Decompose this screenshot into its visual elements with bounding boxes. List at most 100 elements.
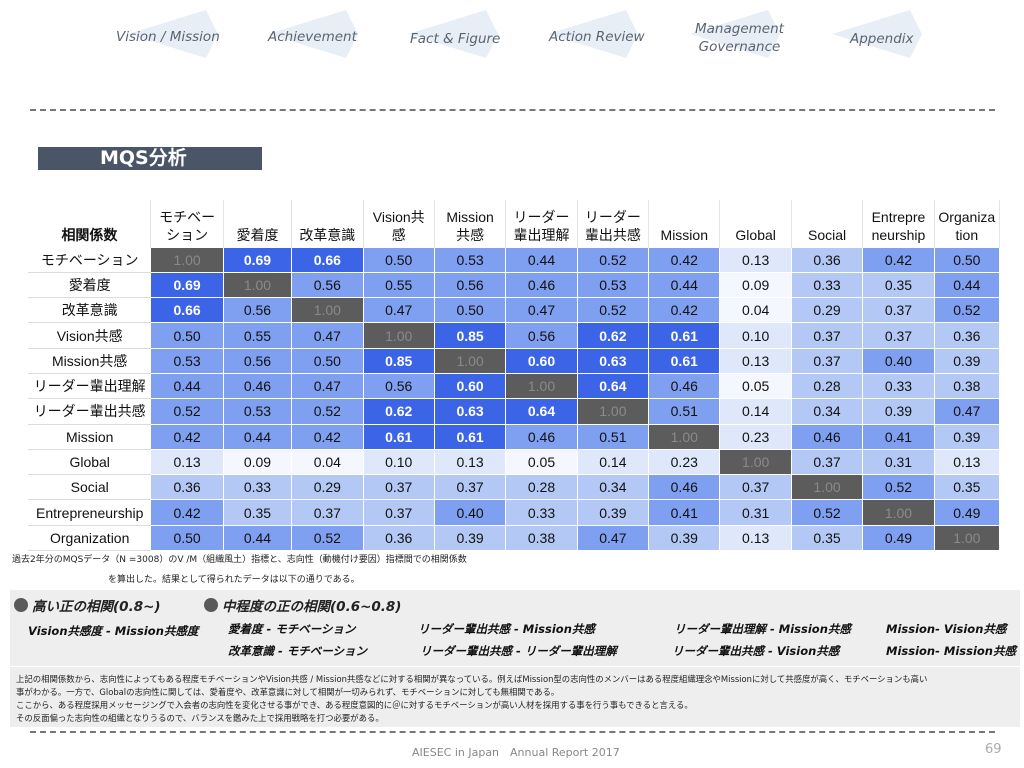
matrix-cell: 0.47 <box>291 372 364 400</box>
legend-pair: 改革意識 - モチベーション <box>228 644 368 658</box>
matrix-row-header: モチベーション <box>27 246 152 273</box>
nav-item-fact-figure[interactable]: Fact & Figure <box>410 31 501 47</box>
matrix-column-header: Entrepre neurship <box>862 200 935 247</box>
matrix-cell: 0.66 <box>150 297 224 324</box>
matrix-cell: 1.00 <box>362 322 435 349</box>
table-row: Mission共感 0.53 0.56 0.50 0.85 1.00 0.60 0.63 0.6… <box>27 347 1001 374</box>
nav-item-management-governance[interactable]: Management Governance <box>695 20 784 56</box>
legend-pair: リーダー輩出理解 - Mission共感 <box>674 622 851 636</box>
legend-pair: リーダー輩出共感 - リーダー輩出理解 <box>420 644 617 658</box>
matrix-cell: 0.60 <box>433 372 507 400</box>
matrix-column-header: 改革意識 <box>291 200 364 247</box>
matrix-cell: 0.23 <box>648 448 721 476</box>
table-row: Global 0.13 0.09 0.04 0.10 0.13 0.05 0.14 0.23 1.… <box>27 448 1001 476</box>
nav-item-appendix[interactable]: Appendix <box>850 31 914 47</box>
matrix-cell: 0.34 <box>576 474 650 501</box>
table-row: Vision共感 0.50 0.55 0.47 1.00 0.85 0.56 0.62 0.61… <box>27 322 1001 349</box>
matrix-cell: 0.69 <box>150 271 224 299</box>
matrix-cell: 0.05 <box>719 372 792 400</box>
matrix-cell: 0.04 <box>291 448 364 476</box>
nav-arrow-6-icon <box>832 10 922 58</box>
matrix-body: モチベーション 1.00 0.69 0.66 0.50 0.53 0.44 0.52 0.42 0… <box>27 246 1001 552</box>
method-note-line1: 過去2年分のMQSデータ（N =3008）のV /M（組織風土）指標と、志向性（… <box>12 555 467 565</box>
matrix-cell: 0.44 <box>222 524 293 552</box>
matrix-cell: 0.46 <box>648 474 721 501</box>
matrix-cell: 0.51 <box>576 423 650 450</box>
matrix-cell: 0.35 <box>933 474 1001 501</box>
matrix-cell: 0.37 <box>790 322 864 349</box>
nav-item-management-governance-label: Management Governance <box>695 21 784 55</box>
matrix-header: 相関係数 モチベー ション 愛着度 改革意識 Vision共 感 Mission 共感 リー… <box>28 200 1001 247</box>
explanation-line: その反面偏った志向性の組織となりうるので、バランスを鑑みた上で採用戦略を打つ必要… <box>16 713 384 723</box>
matrix-cell: 0.40 <box>862 347 935 374</box>
matrix-cell: 0.61 <box>433 423 507 450</box>
matrix-cell: 0.56 <box>291 271 364 299</box>
bullet-icon <box>14 598 28 612</box>
matrix-cell: 0.50 <box>291 347 364 374</box>
matrix-cell: 0.14 <box>719 398 792 425</box>
matrix-cell: 1.00 <box>576 398 650 425</box>
matrix-column-header: Mission 共感 <box>434 200 507 247</box>
matrix-cell: 1.00 <box>505 372 578 400</box>
matrix-cell: 1.00 <box>433 347 507 374</box>
matrix-cell: 0.52 <box>790 499 864 526</box>
legend-pair: リーダー輩出共感 - Mission共感 <box>418 622 595 636</box>
matrix-cell: 0.61 <box>362 423 435 450</box>
table-row: Organization 0.50 0.44 0.52 0.36 0.39 0.38 0.47… <box>27 524 1001 552</box>
table-row: 愛着度 0.69 1.00 0.56 0.55 0.56 0.46 0.53 0.44 0.09 0… <box>27 271 1001 299</box>
page-number: 69 <box>985 742 1002 757</box>
matrix-cell: 0.36 <box>362 524 435 552</box>
matrix-cell: 0.46 <box>648 372 721 400</box>
nav-arrow-3-icon <box>408 10 498 58</box>
matrix-cell: 0.46 <box>790 423 864 450</box>
matrix-cell: 0.64 <box>576 372 650 400</box>
matrix-cell: 0.44 <box>150 372 224 400</box>
matrix-cell: 0.10 <box>362 448 435 476</box>
matrix-cell: 0.49 <box>862 524 935 552</box>
legend-panel <box>10 590 1020 666</box>
matrix-cell: 0.53 <box>433 246 507 273</box>
matrix-cell: 0.56 <box>222 297 293 324</box>
nav-arrow-4-icon <box>548 10 638 58</box>
matrix-cell: 1.00 <box>719 448 792 476</box>
matrix-row-header: Mission <box>27 423 152 450</box>
nav-item-vision-mission[interactable]: Vision / Mission <box>116 29 220 45</box>
matrix-cell: 1.00 <box>790 474 864 501</box>
matrix-cell: 0.37 <box>790 448 864 476</box>
matrix-cell: 1.00 <box>648 423 721 450</box>
matrix-cell: 0.52 <box>862 474 935 501</box>
correlation-matrix: 相関係数 モチベー ション 愛着度 改革意識 Vision共 感 Mission 共感 リー… <box>27 200 1001 552</box>
matrix-cell: 0.38 <box>505 524 578 552</box>
matrix-row-header: 改革意識 <box>27 297 152 324</box>
matrix-cell: 0.61 <box>648 322 721 349</box>
matrix-cell: 0.36 <box>150 474 224 501</box>
legend-mid-heading: 中程度の正の相関(0.6~0.8) <box>204 595 401 615</box>
matrix-cell: 0.50 <box>433 297 507 324</box>
legend-high-label: 高い正の相関(0.8~) <box>32 599 161 615</box>
matrix-cell: 0.13 <box>719 246 792 273</box>
matrix-cell: 0.51 <box>648 398 721 425</box>
matrix-row-header: リーダー輩出理解 <box>27 372 152 400</box>
matrix-cell: 0.04 <box>719 297 792 324</box>
nav-item-action-review[interactable]: Action Review <box>549 29 645 45</box>
top-navigation: Vision / Mission Achievement Fact & Figu… <box>0 0 1024 100</box>
matrix-cell: 0.31 <box>719 499 792 526</box>
page-title: MQS分析 <box>100 147 187 169</box>
matrix-cell: 0.39 <box>648 524 721 552</box>
explanation-line: 上記の相関係数から、志向性によってもある程度モチベーションやVision共感 /… <box>16 674 928 684</box>
matrix-column-header: Mission <box>648 200 721 247</box>
matrix-cell: 1.00 <box>222 271 293 299</box>
matrix-cell: 0.05 <box>505 448 578 476</box>
bullet-icon <box>204 598 218 612</box>
matrix-cell: 0.42 <box>648 297 721 324</box>
table-row: リーダー輩出理解 0.44 0.46 0.47 0.56 0.60 1.00 0.64 0.46… <box>27 372 1001 400</box>
matrix-row-header: Global <box>27 448 152 476</box>
matrix-cell: 0.41 <box>862 423 935 450</box>
matrix-cell: 0.33 <box>505 499 578 526</box>
matrix-column-header: Organiza tion <box>934 200 1001 247</box>
nav-item-achievement[interactable]: Achievement <box>268 29 357 45</box>
matrix-cell: 0.55 <box>222 322 293 349</box>
matrix-cell: 0.53 <box>576 271 650 299</box>
matrix-cell: 0.44 <box>505 246 578 273</box>
matrix-cell: 0.47 <box>505 297 578 324</box>
